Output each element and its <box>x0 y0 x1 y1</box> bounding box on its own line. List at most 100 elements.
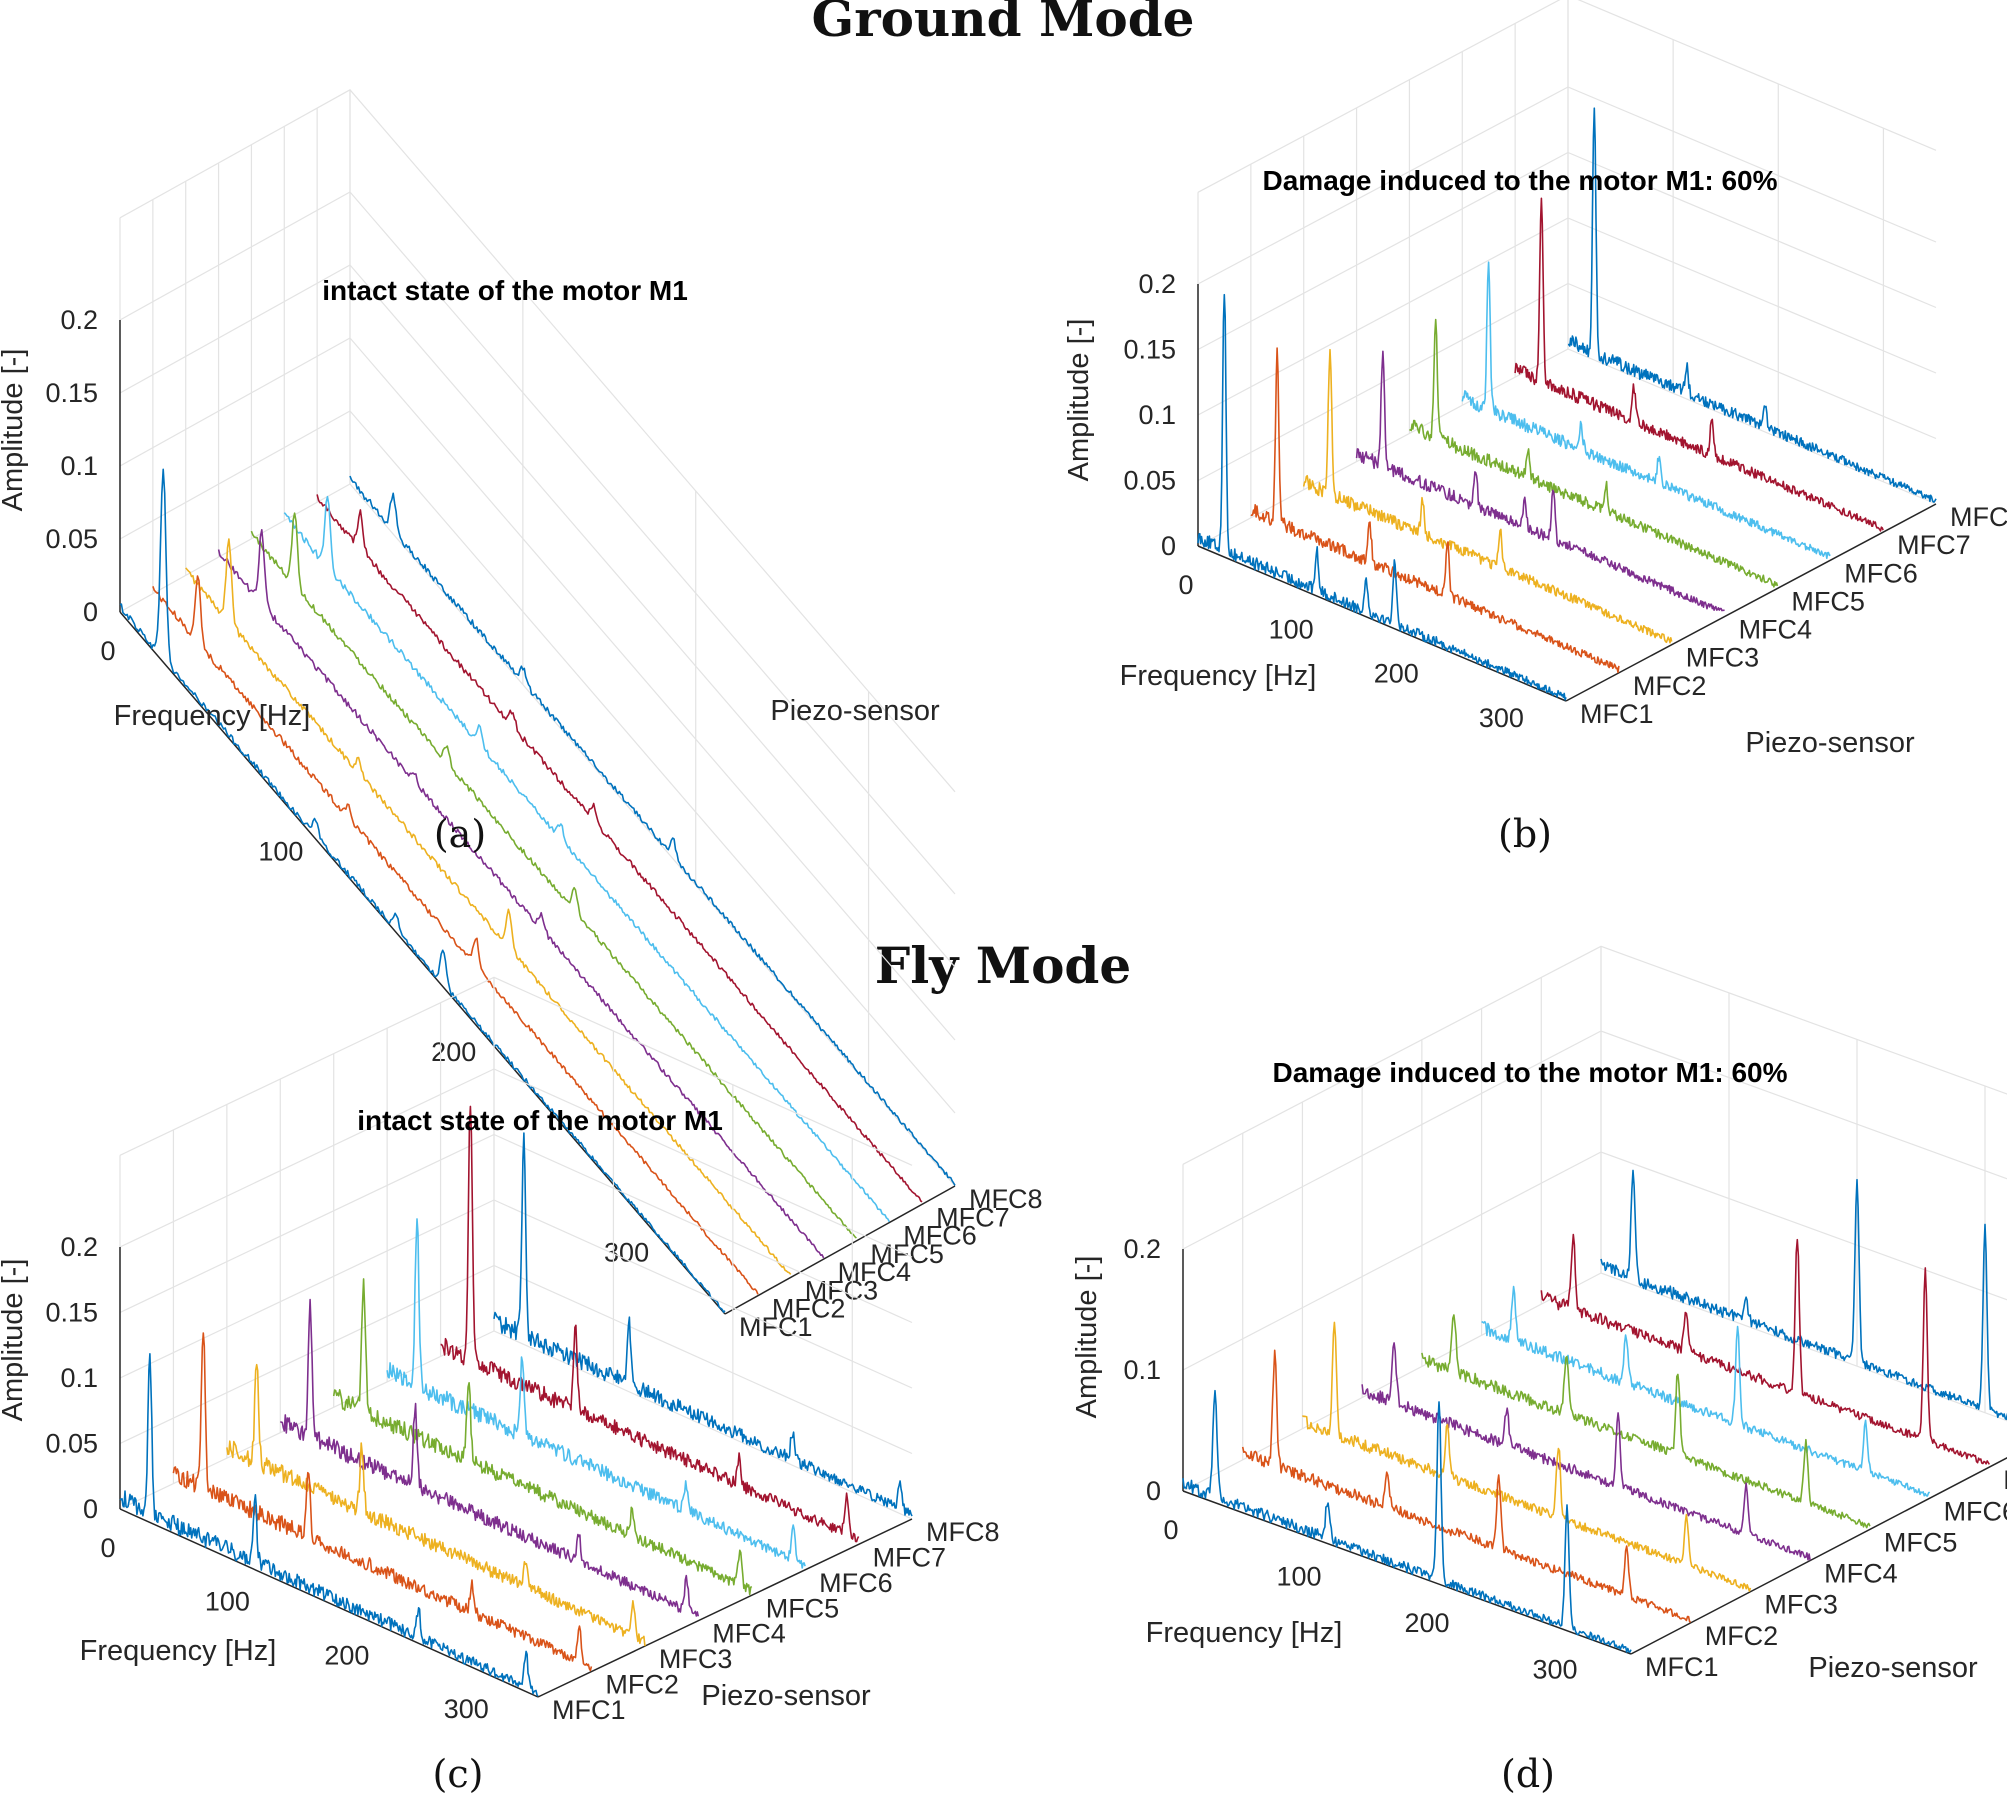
x-axis-label: Frequency [Hz] <box>1120 660 1317 692</box>
y-tick-label: MFC6 <box>819 1568 893 1598</box>
x-axis-label: Frequency [Hz] <box>1146 1617 1343 1649</box>
gridline-z <box>119 1068 913 1258</box>
y-tick-label: MFC4 <box>1824 1559 1898 1589</box>
z-axis-label: Amplitude [-] <box>0 1259 29 1422</box>
x-tick-label: 100 <box>258 837 303 867</box>
y-tick-label: MFC8 <box>1950 502 2007 532</box>
y-tick-label: MFC7 <box>936 1202 1010 1232</box>
y-axis-label: Piezo-sensor <box>770 695 940 727</box>
x-tick-label: 0 <box>100 636 115 666</box>
z-axis-label: Amplitude [-] <box>1071 1256 1103 1419</box>
panel-c-chart: 010020030000.050.10.150.2MFC1MFC2MFC3MFC… <box>0 976 1000 1796</box>
y-tick-label: MFC5 <box>766 1593 840 1623</box>
y-tick-label: MFC7 <box>2003 1465 2007 1495</box>
gridline-z <box>119 410 956 1114</box>
panel-b-chart: 010020030000.050.10.150.2MFC1MFC2MFC3MFC… <box>1063 0 2007 856</box>
y-tick-label: MFC3 <box>1686 643 1760 673</box>
chart-title: Damage induced to the motor M1: 60% <box>1263 165 1778 196</box>
gridline-z <box>1197 86 1937 285</box>
z-tick-label: 0.1 <box>1138 400 1176 430</box>
y-tick-label: MFC3 <box>1764 1590 1838 1620</box>
y-tick-label: MFC7 <box>1897 530 1971 560</box>
z-tick-label: 0.15 <box>45 378 98 408</box>
series-line-mfc4 <box>1355 350 1725 612</box>
gridline-z <box>119 1199 913 1389</box>
series-line-mfc2 <box>152 575 759 1295</box>
series-line-mfc3 <box>1301 1321 1752 1592</box>
gridline-z <box>1197 348 1937 547</box>
series-line-mfc3 <box>1302 348 1673 644</box>
y-axis-line <box>1630 1457 2007 1655</box>
panel-caption: (d) <box>1501 1752 1555 1796</box>
z-tick-label: 0.15 <box>45 1298 98 1328</box>
y-tick-label: MFC6 <box>1844 558 1918 588</box>
series-line-mfc5 <box>332 1278 753 1596</box>
x-tick-label: 200 <box>1404 1608 1449 1638</box>
series-group <box>119 1105 913 1697</box>
z-axis-label: Amplitude [-] <box>0 349 29 512</box>
gridline-z <box>1182 1272 2007 1492</box>
x-tick-label: 0 <box>1163 1515 1178 1545</box>
chart-title: Damage induced to the motor M1: 60% <box>1273 1057 1788 1088</box>
y-tick-label: MFC4 <box>838 1257 912 1287</box>
y-tick-label: MFC1 <box>1580 699 1654 729</box>
series-line-mfc6 <box>1461 261 1831 560</box>
x-axis-label: Frequency [Hz] <box>114 700 311 732</box>
series-line-mfc4 <box>1361 1342 1811 1561</box>
y-tick-label: MFC4 <box>712 1619 786 1649</box>
series-line-mfc2 <box>1250 347 1620 674</box>
gridline-z <box>119 337 956 1041</box>
y-tick-label: MFC4 <box>1739 615 1813 645</box>
panel-caption: (c) <box>433 1752 484 1796</box>
series-line-mfc5 <box>1421 1314 1871 1529</box>
series-group <box>1182 1169 2007 1653</box>
series-line-mfc1 <box>119 1353 539 1697</box>
z-tick-label: 0.1 <box>60 1363 98 1393</box>
y-tick-label: MFC2 <box>1633 671 1707 701</box>
x-axis-line <box>1197 545 1567 702</box>
y-axis-line <box>537 1518 913 1698</box>
series-group <box>119 468 956 1313</box>
series-line-mfc5 <box>1409 318 1779 588</box>
series-line-mfc8 <box>1567 107 1937 503</box>
series-line-mfc3 <box>185 538 792 1275</box>
x-tick-label: 200 <box>431 1037 476 1067</box>
gridline-z <box>119 1133 913 1324</box>
z-tick-label: 0 <box>1161 531 1176 561</box>
gridline-z <box>119 264 956 968</box>
series-line-mfc7 <box>316 494 923 1203</box>
gridline-z <box>1197 282 1937 482</box>
x-tick-label: 100 <box>1276 1562 1321 1592</box>
panel-d-chart: 010020030000.10.2MFC1MFC2MFC3MFC4MFC5MFC… <box>1071 945 2007 1796</box>
y-tick-label: MFC8 <box>926 1517 1000 1547</box>
y-tick-label: MFC3 <box>659 1644 733 1674</box>
z-tick-label: 0.15 <box>1123 335 1176 365</box>
series-line-mfc6 <box>283 495 891 1223</box>
z-tick-label: 0.2 <box>60 305 98 335</box>
z-tick-label: 0.2 <box>60 1232 98 1262</box>
gridline-top <box>119 976 913 1166</box>
series-line-mfc6 <box>1481 1285 1931 1497</box>
x-tick-label: 200 <box>324 1640 369 1670</box>
z-tick-label: 0.05 <box>1123 466 1176 496</box>
gridline-z <box>119 483 956 1187</box>
panel-caption: (b) <box>1498 812 1552 856</box>
series-line-mfc8 <box>349 475 956 1186</box>
y-axis-line <box>1565 503 1937 702</box>
y-tick-label: MFC6 <box>903 1221 977 1251</box>
x-tick-label: 300 <box>444 1694 489 1724</box>
series-line-mfc1 <box>119 468 726 1313</box>
z-tick-label: 0.1 <box>1123 1355 1161 1385</box>
y-tick-label: MFC8 <box>969 1184 1043 1214</box>
y-axis-line <box>724 1185 956 1315</box>
panel-caption: (a) <box>434 812 486 856</box>
chart-title: intact state of the motor M1 <box>357 1105 723 1136</box>
series-line-mfc8 <box>1600 1169 2007 1421</box>
z-tick-label: 0.05 <box>45 524 98 554</box>
gridline-z <box>119 1330 913 1520</box>
series-line-mfc7 <box>1514 197 1884 532</box>
grid <box>119 89 956 1187</box>
gridline-top <box>119 89 956 793</box>
series-line-mfc4 <box>217 528 825 1259</box>
